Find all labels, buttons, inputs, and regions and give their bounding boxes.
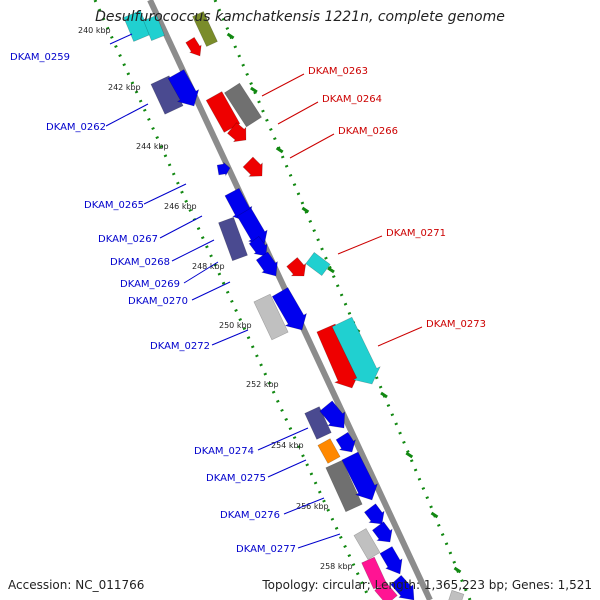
- genome-title: Desulfurococcus kamchatkensis 1221n, com…: [95, 9, 505, 25]
- leader-line: [267, 459, 307, 478]
- topology-text: Topology: circular; Length: 1,365,223 bp…: [262, 578, 592, 592]
- leader-line: [377, 326, 423, 347]
- gene-feature[interactable]: [448, 589, 465, 600]
- scale-tick-label: 258 kbp: [320, 562, 353, 571]
- gene-feature[interactable]: [371, 521, 393, 543]
- gene-label-left[interactable]: DKAM_0276: [220, 510, 280, 521]
- leader-line: [337, 235, 383, 255]
- outer-tick-dash: [301, 206, 310, 214]
- gene-feature[interactable]: [143, 15, 165, 41]
- gene-feature[interactable]: [242, 156, 263, 177]
- gene-label-right[interactable]: DKAM_0266: [338, 126, 398, 137]
- gene-label-right[interactable]: DKAM_0263: [308, 66, 368, 77]
- outer-tick-dash: [250, 86, 258, 94]
- gene-feature[interactable]: [305, 251, 331, 277]
- gene-feature[interactable]: [341, 451, 379, 501]
- scale-tick-label: 242 kbp: [108, 83, 141, 92]
- gene-feature[interactable]: [224, 82, 262, 128]
- gene-label-left[interactable]: DKAM_0259: [10, 52, 70, 63]
- gene-feature[interactable]: [167, 69, 200, 107]
- scale-tick-label: 254 kbp: [271, 441, 304, 450]
- gene-label-left[interactable]: DKAM_0274: [194, 446, 254, 457]
- outer-tick-dash: [405, 451, 414, 459]
- gene-label-left[interactable]: DKAM_0265: [84, 200, 144, 211]
- gene-label-right[interactable]: DKAM_0271: [386, 228, 446, 239]
- gene-feature[interactable]: [253, 293, 289, 341]
- outer-tick-dash: [380, 391, 388, 399]
- gene-feature[interactable]: [286, 257, 307, 277]
- outer-tick-dash: [327, 266, 335, 274]
- leader-line: [257, 427, 309, 451]
- gene-label-left[interactable]: DKAM_0275: [206, 473, 266, 484]
- gene-feature[interactable]: [192, 11, 218, 47]
- scale-tick-label: 248 kbp: [192, 262, 225, 271]
- leader-line: [109, 33, 133, 45]
- scale-tick-label: 256 kbp: [296, 502, 329, 511]
- gene-label-left[interactable]: DKAM_0272: [150, 341, 210, 352]
- gene-feature[interactable]: [319, 400, 346, 429]
- leader-line: [261, 73, 305, 97]
- scale-ticks: 240 kbp 242 kbp 244 kbp 246 kbp 248 kbp 250 k…: [78, 26, 353, 571]
- gene-label-left[interactable]: DKAM_0270: [128, 296, 188, 307]
- gene-label-left[interactable]: DKAM_0277: [236, 544, 296, 555]
- gene-feature[interactable]: [205, 91, 241, 133]
- gene-label-left[interactable]: DKAM_0268: [110, 257, 170, 268]
- leader-line: [105, 103, 149, 127]
- leader-line: [191, 281, 231, 301]
- gene-label-left[interactable]: DKAM_0269: [120, 279, 180, 290]
- gene-label-left[interactable]: DKAM_0267: [98, 234, 158, 245]
- accession-text: Accession: NC_011766: [8, 578, 145, 592]
- gene-feature[interactable]: [317, 438, 341, 464]
- gene-feature[interactable]: [150, 75, 184, 115]
- leader-line: [277, 101, 319, 125]
- leader-line: [211, 329, 249, 346]
- scale-tick-label: 250 kbp: [219, 321, 252, 330]
- scale-tick-label: 252 kbp: [246, 380, 279, 389]
- gene-feature[interactable]: [218, 216, 248, 262]
- gene-feature[interactable]: [227, 122, 247, 143]
- gene-feature[interactable]: [379, 546, 403, 575]
- leader-line: [171, 239, 215, 262]
- leader-line: [297, 533, 341, 549]
- leader-line: [289, 133, 335, 159]
- leader-line: [183, 261, 219, 284]
- scale-tick-label: 240 kbp: [78, 26, 111, 35]
- outer-tick-dash: [430, 511, 439, 519]
- gene-labels: DKAM_0259 DKAM_0262 DKAM_0265 DKAM_0267 DKAM…: [10, 33, 486, 555]
- scale-tick-label: 246 kbp: [164, 202, 197, 211]
- gene-features: [123, 10, 465, 600]
- leader-line: [159, 215, 203, 239]
- leader-line: [143, 183, 187, 205]
- gene-feature[interactable]: [331, 316, 381, 385]
- gene-feature[interactable]: [248, 235, 268, 257]
- gene-feature[interactable]: [335, 431, 357, 453]
- outer-tick-dash: [275, 146, 284, 154]
- gene-feature[interactable]: [271, 287, 307, 331]
- scale-tick-label: 244 kbp: [136, 142, 169, 151]
- gene-label-right[interactable]: DKAM_0264: [322, 94, 382, 105]
- gene-feature[interactable]: [325, 459, 363, 513]
- gene-feature[interactable]: [255, 251, 278, 277]
- gene-feature[interactable]: [185, 36, 202, 57]
- gene-feature[interactable]: [216, 161, 231, 177]
- gene-feature[interactable]: [353, 528, 381, 560]
- gene-feature[interactable]: [304, 406, 332, 440]
- gene-feature[interactable]: [363, 503, 385, 525]
- outer-tick-dash: [453, 566, 462, 574]
- leader-line: [283, 497, 325, 515]
- gene-feature[interactable]: [236, 207, 268, 247]
- outer-tick-dash: [226, 32, 235, 40]
- gene-label-left[interactable]: DKAM_0262: [46, 122, 106, 133]
- gene-feature[interactable]: [390, 574, 415, 600]
- gene-label-right[interactable]: DKAM_0273: [426, 319, 486, 330]
